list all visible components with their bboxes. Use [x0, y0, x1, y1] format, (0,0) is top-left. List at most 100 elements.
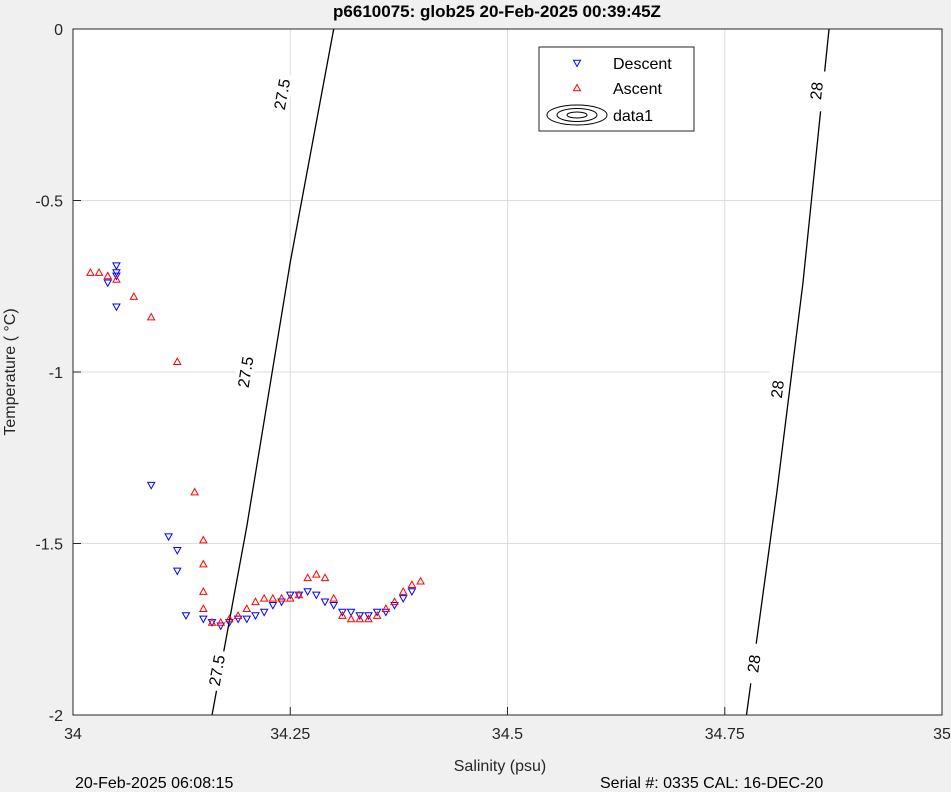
ascent-point — [129, 292, 139, 300]
ascent-point — [112, 274, 121, 283]
descent-point — [303, 588, 312, 597]
descent-point — [398, 595, 408, 603]
descent-point — [390, 601, 399, 610]
ascent-point — [207, 617, 217, 626]
ascent-point — [346, 614, 356, 623]
descent-point — [372, 608, 382, 617]
ascent-point — [225, 614, 234, 623]
y-tick-label: 0 — [54, 22, 63, 39]
descent-point — [364, 612, 373, 621]
ascent-point — [216, 617, 226, 626]
descent-point — [172, 567, 182, 576]
contour-label: 28 — [808, 81, 827, 101]
ascent-point — [242, 604, 252, 612]
ascent-point — [146, 312, 156, 321]
chart-title: p6610075: glob25 20-Feb-2025 00:39:45Z — [333, 2, 661, 21]
descent-point — [259, 608, 269, 617]
y-tick-label: -0.5 — [35, 194, 63, 211]
ascent-point — [338, 611, 347, 619]
descent-point — [407, 588, 417, 597]
ascent-point — [233, 611, 243, 619]
y-tick-label: -2 — [49, 708, 63, 725]
ascent-point — [103, 271, 113, 280]
contour-label: 28 — [745, 654, 764, 674]
ascent-point — [94, 268, 104, 276]
descent-point — [285, 591, 295, 600]
descent-point — [233, 615, 243, 624]
ascent-point — [199, 535, 208, 544]
ascent-point — [372, 611, 382, 619]
x-tick-label: 34.75 — [705, 726, 745, 743]
descent-point — [311, 591, 321, 600]
contour-label-bg — [232, 350, 258, 394]
ascent-point — [199, 559, 208, 568]
descent-point — [112, 303, 121, 312]
legend: Descent Ascent data1 — [538, 46, 695, 132]
ascent-point — [303, 573, 312, 582]
descent-point — [338, 608, 347, 617]
contour-label: 27.5 — [207, 654, 229, 688]
contour-label: 27.5 — [272, 77, 294, 111]
descent-point — [112, 262, 121, 271]
legend-label-ascent: Ascent — [613, 81, 662, 98]
descent-point — [146, 481, 156, 490]
x-tick-label: 34.25 — [270, 726, 310, 743]
legend-contour-icon — [566, 111, 588, 119]
x-axis-ticks: 34 34.25 34.5 34.75 35 — [64, 707, 951, 743]
contour-label-bg — [804, 69, 827, 112]
descent-point — [381, 608, 391, 617]
ascent-point — [190, 487, 200, 496]
descent-point — [172, 547, 182, 555]
ascent-point — [268, 593, 278, 602]
legend-label-data1: data1 — [613, 108, 653, 125]
descent-point — [112, 272, 121, 281]
ascent-point — [329, 593, 339, 602]
descent-point — [164, 533, 173, 542]
descent-point — [320, 598, 330, 607]
descent-point — [346, 608, 356, 617]
legend-contour-icon — [556, 108, 598, 122]
ascent-point — [199, 604, 208, 612]
ascent-point — [381, 604, 391, 612]
descent-point — [103, 279, 113, 288]
contour-label-bg — [203, 649, 229, 692]
descent-point — [277, 598, 286, 607]
footer-timestamp: 20-Feb-2025 06:08:15 — [75, 775, 233, 792]
x-axis-label: Salinity (psu) — [454, 758, 546, 775]
descent-point — [329, 601, 339, 610]
contour-label-bg — [741, 642, 766, 685]
y-tick-label: -1.5 — [35, 537, 63, 554]
contour-line-27.5 — [211, 28, 335, 716]
descent-point — [199, 615, 208, 624]
legend-contour-icon — [546, 104, 608, 126]
ascent-point — [390, 597, 399, 606]
y-tick-label: -1 — [49, 365, 63, 382]
legend-box — [538, 46, 695, 132]
ascent-point — [364, 614, 373, 623]
legend-label-descent: Descent — [613, 56, 672, 73]
descent-point — [242, 615, 252, 624]
legend-ascent-marker — [572, 83, 582, 92]
contour-label: 28 — [769, 379, 788, 399]
ascent-point — [277, 593, 286, 602]
x-tick-label: 34 — [64, 726, 82, 743]
data-markers — [86, 262, 425, 631]
ascent-point — [172, 357, 182, 366]
ascent-point — [199, 586, 208, 595]
ascent-point — [294, 590, 304, 599]
x-tick-label: 35 — [933, 726, 951, 743]
ascent-point — [416, 576, 425, 585]
density-contours: 27.5 27.5 27.5 28 28 28 — [203, 28, 830, 716]
descent-point — [355, 612, 365, 621]
contour-label-bg — [765, 368, 789, 411]
ascent-point — [320, 573, 330, 582]
ascent-point — [407, 580, 417, 588]
descent-point — [216, 622, 226, 631]
ascent-point — [355, 614, 365, 623]
ascent-point — [311, 569, 321, 578]
descent-point — [268, 601, 278, 610]
ascent-point — [251, 597, 260, 606]
ascent-point — [398, 586, 408, 595]
